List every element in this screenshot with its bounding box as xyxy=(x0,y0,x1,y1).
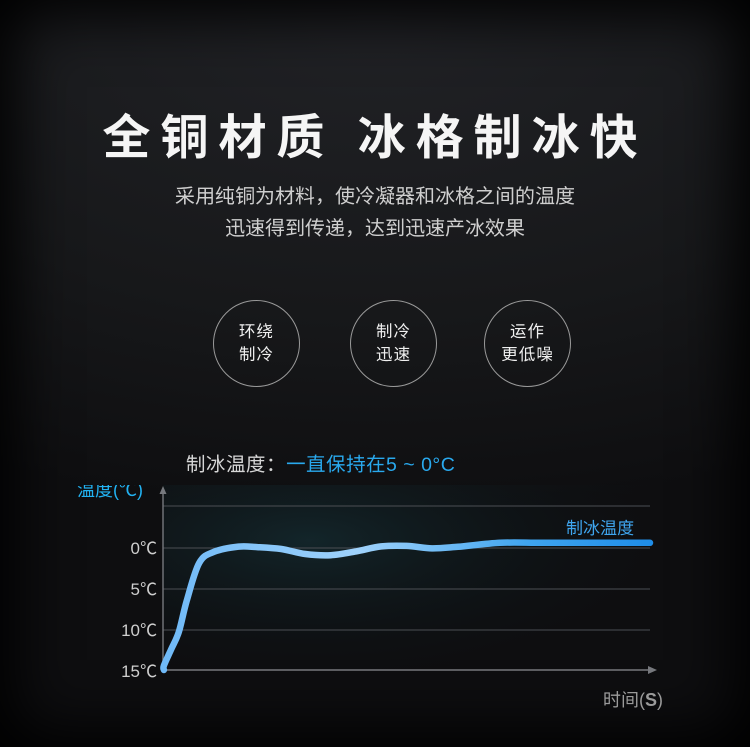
svg-text:0℃: 0℃ xyxy=(131,539,157,558)
svg-text:温度(℃): 温度(℃) xyxy=(77,485,143,500)
svg-text:时间(S): 时间(S) xyxy=(603,690,663,710)
svg-text:5℃: 5℃ xyxy=(131,580,157,599)
svg-text:15℃: 15℃ xyxy=(121,662,157,681)
svg-text:制冰温度: 制冰温度 xyxy=(566,519,634,538)
svg-text:10℃: 10℃ xyxy=(121,621,157,640)
